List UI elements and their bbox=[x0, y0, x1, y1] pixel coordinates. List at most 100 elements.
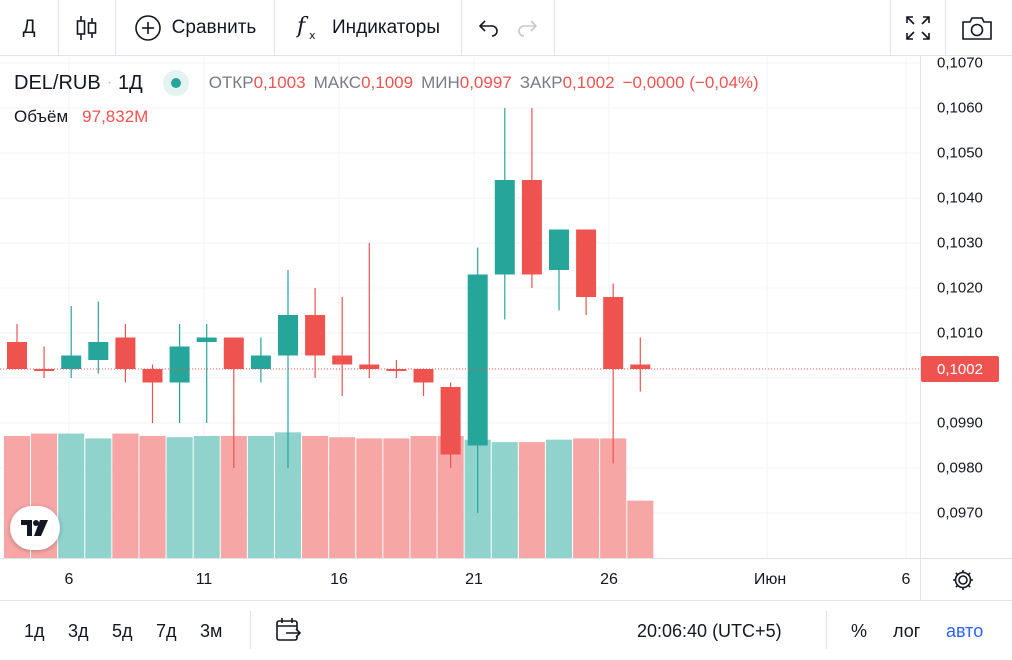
candle-body bbox=[169, 346, 190, 383]
range-5d[interactable]: 5д bbox=[112, 621, 133, 641]
candle-body bbox=[305, 315, 326, 356]
auto-toggle[interactable]: авто bbox=[946, 621, 984, 641]
redo-button[interactable] bbox=[510, 0, 546, 55]
toolbar-divider bbox=[554, 0, 555, 55]
time-tick-label: Июн bbox=[753, 571, 787, 588]
toolbar-divider bbox=[945, 0, 946, 55]
svg-text:x: x bbox=[309, 29, 316, 42]
range-1d[interactable]: 1д bbox=[24, 621, 45, 641]
candle-body bbox=[521, 180, 542, 275]
status-dot-icon bbox=[170, 78, 181, 88]
candle-body bbox=[440, 387, 461, 455]
volume-bar bbox=[329, 437, 356, 558]
candle-body bbox=[7, 342, 27, 369]
candle-body bbox=[61, 355, 82, 369]
percent-toggle[interactable]: % bbox=[851, 621, 868, 641]
candle-body bbox=[250, 355, 271, 369]
price-tick-label: 0,0980 bbox=[937, 459, 983, 477]
chart-legend: DEL/RUB · 1Д ОТКР 0,1003 МАКС 0,1009 МИН… bbox=[14, 70, 767, 96]
range-7d[interactable]: 7д bbox=[156, 621, 177, 641]
chart-type-button[interactable] bbox=[59, 0, 115, 55]
indicators-button[interactable]: f x Индикаторы bbox=[275, 0, 461, 55]
time-tick-label: 26 bbox=[600, 571, 618, 588]
toolbar-divider bbox=[274, 0, 275, 55]
price-tick-label: 0,1040 bbox=[937, 189, 983, 207]
candle-body bbox=[88, 342, 109, 360]
volume-legend: Объём 97,832M bbox=[14, 107, 148, 127]
volume-bar bbox=[545, 439, 573, 558]
current-price-label: 0,1002 bbox=[921, 356, 999, 382]
volume-value: 97,832M bbox=[82, 107, 149, 126]
scale-settings-button[interactable] bbox=[950, 567, 976, 593]
candle-body bbox=[467, 274, 488, 446]
fullscreen-icon bbox=[906, 15, 930, 40]
goto-date-button[interactable] bbox=[274, 617, 302, 643]
undo-icon bbox=[478, 19, 498, 37]
time-axis[interactable]: 6 11 16 21 26 Июн 6 bbox=[0, 558, 1012, 601]
time-tick-label: 21 bbox=[465, 571, 483, 588]
compare-button[interactable]: Сравнить bbox=[116, 0, 274, 55]
legend-separator: · bbox=[106, 74, 113, 91]
open-value: 0,1003 bbox=[253, 73, 306, 92]
volume-bar bbox=[166, 437, 193, 558]
toolbar-divider bbox=[58, 0, 59, 55]
low-value: 0,0997 bbox=[459, 73, 512, 92]
price-tick-label: 0,0970 bbox=[937, 504, 983, 522]
volume-bar bbox=[139, 436, 166, 558]
chart-pane[interactable] bbox=[0, 56, 920, 558]
open-label: ОТКР bbox=[208, 73, 254, 92]
volume-bar bbox=[518, 442, 545, 558]
range-3d[interactable]: 3д bbox=[68, 621, 89, 641]
undo-button[interactable] bbox=[470, 0, 506, 55]
candle-body bbox=[413, 369, 434, 383]
candle-body bbox=[386, 369, 407, 371]
screenshot-button[interactable] bbox=[946, 0, 1008, 55]
candle-body bbox=[359, 364, 380, 369]
candle-body bbox=[332, 355, 353, 365]
calendar-arrow-icon bbox=[276, 618, 302, 641]
fullscreen-button[interactable] bbox=[891, 0, 945, 55]
time-tick-label: 6 bbox=[64, 571, 74, 588]
axis-divider bbox=[920, 559, 921, 601]
clock-timezone[interactable]: 20:06:40 (UTC+5) bbox=[637, 621, 782, 641]
candle-body bbox=[576, 229, 597, 297]
time-tick-label: 11 bbox=[195, 571, 213, 588]
volume-bar bbox=[627, 500, 654, 558]
bottom-toolbar: 1д 3д 5д 7д 3м 20:06:40 (UTC+5) % лог ав… bbox=[0, 601, 1012, 660]
volume-bar bbox=[112, 433, 139, 558]
volume-bar bbox=[383, 438, 410, 558]
range-3m[interactable]: 3м bbox=[200, 621, 223, 641]
candle-body bbox=[278, 315, 298, 356]
price-scale[interactable]: 0,0970 0,0980 0,0990 0,1010 0,1020 0,1030 0,10… bbox=[920, 55, 1012, 558]
plus-circle-icon bbox=[134, 14, 161, 41]
compare-label: Сравнить bbox=[171, 16, 257, 38]
candle-body bbox=[603, 297, 624, 369]
price-tick-label: 0,1010 bbox=[937, 324, 983, 342]
fx-icon: f x bbox=[296, 14, 316, 42]
candle-body bbox=[630, 364, 651, 369]
market-status-indicator[interactable] bbox=[162, 70, 189, 96]
price-tick-label: 0,1050 bbox=[937, 144, 983, 162]
volume-bar bbox=[356, 438, 383, 558]
volume-label: Объём bbox=[14, 107, 69, 126]
top-toolbar: Д Сравнить f x Индикаторы bbox=[0, 0, 1012, 56]
redo-icon bbox=[518, 19, 538, 37]
price-tick-label: 0,1020 bbox=[937, 279, 983, 297]
symbol-name[interactable]: DEL/RUB bbox=[14, 71, 101, 94]
close-label: ЗАКР bbox=[519, 73, 563, 92]
interval-label: Д bbox=[22, 16, 36, 38]
toolbar-divider bbox=[115, 0, 116, 55]
log-toggle[interactable]: лог bbox=[893, 621, 921, 641]
volume-bar bbox=[85, 438, 112, 558]
candle-body bbox=[115, 337, 136, 369]
tradingview-logo-icon[interactable] bbox=[10, 506, 60, 550]
gear-icon bbox=[953, 570, 973, 590]
time-tick-label: 16 bbox=[330, 571, 348, 588]
candle-body bbox=[34, 369, 55, 371]
candle-body bbox=[142, 369, 163, 383]
price-tick-label: 0,1060 bbox=[937, 99, 983, 117]
toolbar-divider bbox=[890, 0, 891, 55]
candle-body bbox=[494, 180, 515, 275]
volume-bar bbox=[193, 436, 220, 558]
interval-button[interactable]: Д bbox=[0, 0, 58, 55]
